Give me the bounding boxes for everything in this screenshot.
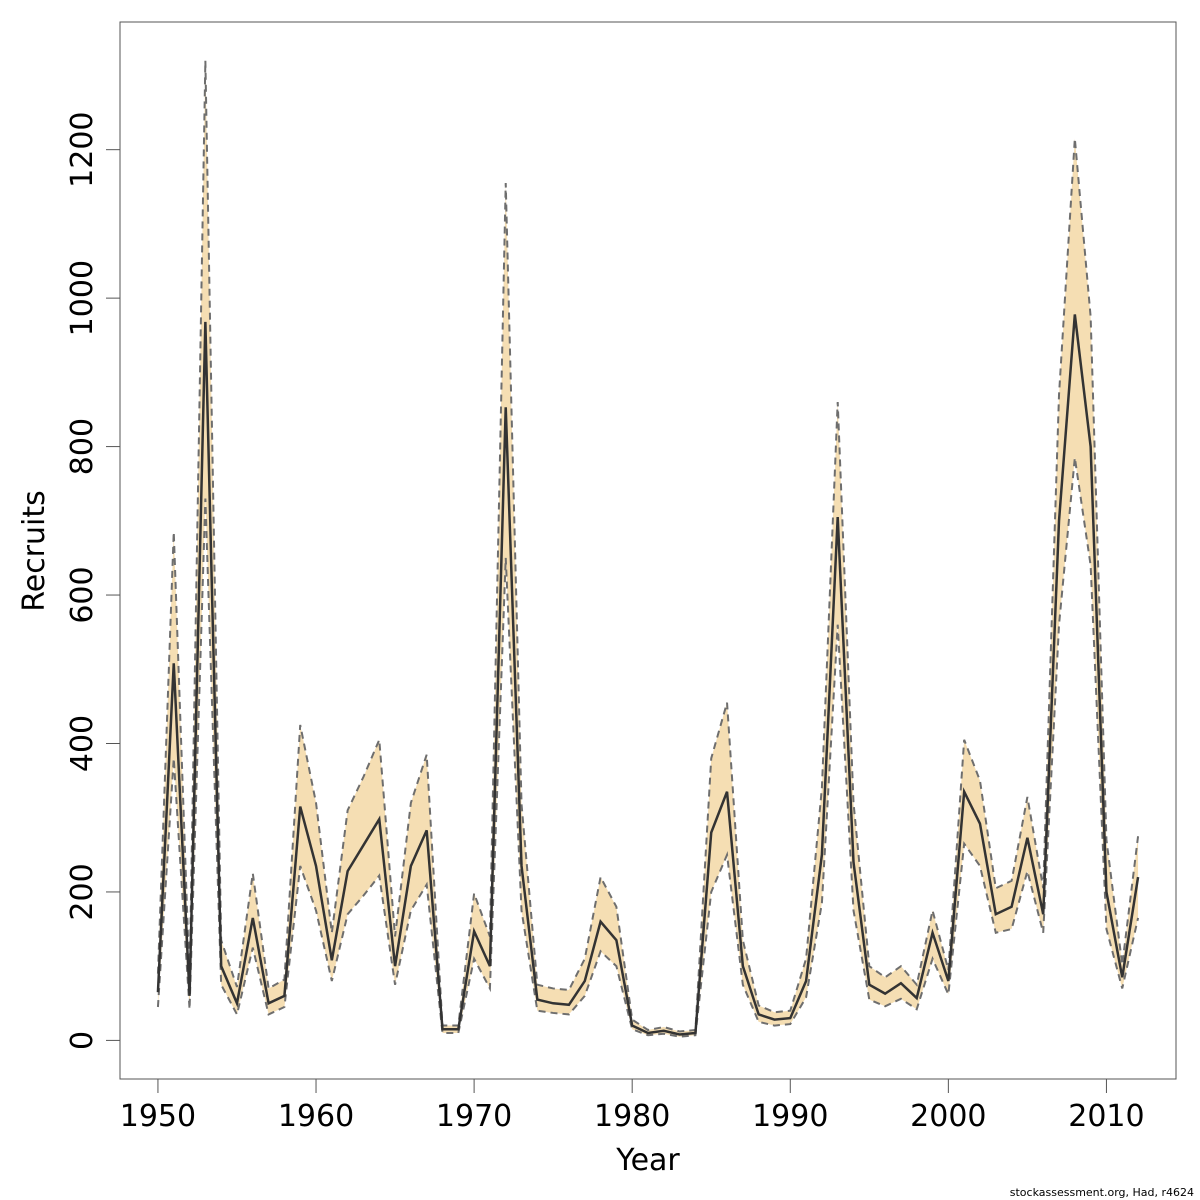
x-tick-label-1950: 1950 [120,1099,196,1134]
y-tick-label-1200: 1200 [65,111,100,187]
y-tick-label-600: 600 [65,566,100,623]
y-tick-label-1000: 1000 [65,260,100,336]
y-tick-label-200: 200 [65,863,100,920]
x-tick-label-2010: 2010 [1068,1099,1144,1134]
x-tick-label-1960: 1960 [278,1099,354,1134]
x-tick-label-1990: 1990 [752,1099,828,1134]
y-axis: 0 200 400 600 800 1000 1200 [65,111,121,1050]
y-axis-title: Recruits [17,490,52,612]
footer-credit: stockassessment.org, Had, r4624 [1010,1186,1194,1199]
y-tick-label-800: 800 [65,418,100,475]
y-tick-label-0: 0 [65,1031,100,1050]
x-tick-label-2000: 2000 [910,1099,986,1134]
y-tick-label-400: 400 [65,715,100,772]
estimate-line [156,314,1140,1036]
lower-bound-line [156,457,1140,1038]
upper-bound-line [156,60,1140,1033]
series-line-layer [156,60,1140,1038]
x-tick-label-1970: 1970 [436,1099,512,1134]
x-axis: 1950 1960 1970 1980 1990 2000 2010 [120,1078,1145,1134]
x-tick-label-1980: 1980 [594,1099,670,1134]
x-axis-title: Year [615,1143,680,1178]
